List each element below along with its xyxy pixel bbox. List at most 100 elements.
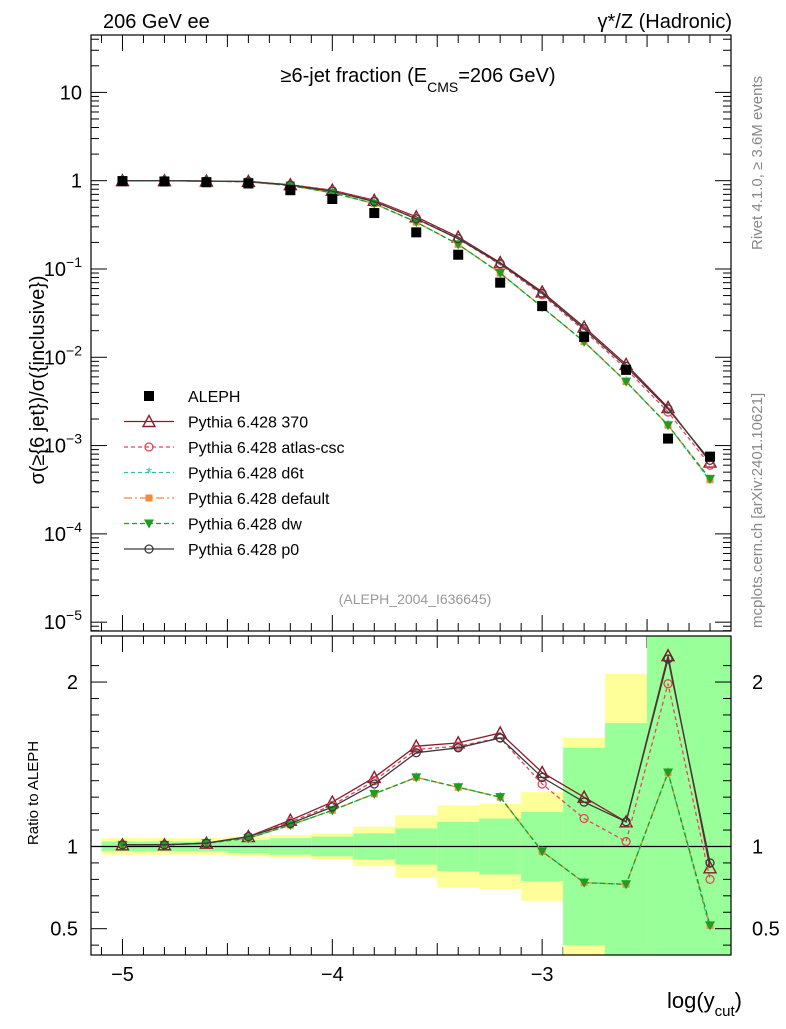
ratio-1-point: [579, 813, 589, 824]
aleph-data-point: [537, 301, 548, 312]
analysis-id-label: (ALEPH_2004_I636645): [339, 591, 492, 607]
y-tick-label-ratio-right: 1: [752, 836, 763, 858]
legend-label: Pythia 6.428 p0: [188, 542, 299, 559]
ratio-5-point: [327, 802, 337, 812]
legend-marker: [144, 442, 154, 452]
aleph-data-point: [705, 451, 716, 462]
aleph-data-point: [327, 194, 338, 205]
ratio-5-point: [159, 840, 170, 850]
series-5-point: [663, 404, 673, 414]
legend-marker: [144, 544, 154, 554]
legend-label: Pythia 6.428 d6t: [188, 466, 304, 483]
legend-marker: [141, 414, 157, 428]
aleph-data-point: [285, 185, 296, 196]
y-tick-label-main: 10−5: [44, 607, 82, 634]
aleph-data-point: [201, 177, 212, 188]
legend-marker: *: [146, 465, 152, 482]
ratio-5-point: [663, 654, 673, 664]
ratio-4-point: [537, 847, 548, 857]
ratio-5-point: [495, 733, 505, 743]
series-5-point: [453, 234, 463, 244]
ratio-0-point: [409, 738, 424, 752]
legend-label: Pythia 6.428 default: [188, 491, 330, 508]
ratio-4-point: [579, 878, 590, 888]
y-tick-label-main: 10−1: [44, 254, 82, 281]
ratio-axes: 0.5 0.5 1 1 2 2 −5 −4 −3: [50, 635, 780, 986]
ratio-5-point: [579, 797, 589, 807]
legend-label: Pythia 6.428 370: [188, 415, 308, 432]
aleph-data-point: [159, 176, 170, 187]
legend-marker: [144, 519, 154, 529]
mcplots-label: mcplots.cern.ch [arXiv:2401.10621]: [749, 393, 766, 628]
main-frame: [90, 34, 732, 632]
ratio-1-point: [621, 836, 631, 847]
ratio-0-point: [618, 814, 634, 828]
ratio-5-point: [411, 748, 421, 758]
y-tick-label-main: 10−3: [44, 431, 82, 458]
rivet-version-label: Rivet 4.1.0, ≥ 3.6M events: [749, 76, 766, 250]
aleph-data-point: [453, 249, 464, 260]
main-reference-layer: [117, 176, 716, 462]
x-axis-title: log(ycut): [667, 988, 742, 1020]
ratio-5-point: [537, 772, 547, 783]
ratio-5-point: [201, 838, 212, 848]
series-5-point: [369, 196, 379, 207]
y-tick-label-main: 10: [60, 82, 82, 104]
legend-marker: [144, 391, 154, 401]
aleph-data-point: [663, 433, 674, 444]
ratio-frame: [90, 635, 732, 956]
ratio-4-point: [495, 793, 506, 803]
series-1-point: [663, 407, 673, 417]
aleph-data-point: [579, 331, 590, 342]
ratio-line-5: [122, 658, 711, 864]
ratio-5-point: [453, 743, 463, 753]
aleph-data-point: [495, 277, 506, 288]
series-4-point: [369, 199, 380, 209]
series-4-point: [621, 377, 632, 387]
y-tick-label-main: 10−2: [44, 342, 82, 369]
ratio-4-point: [369, 789, 380, 799]
legend-label: ALEPH: [188, 389, 240, 406]
ratio-1-point: [705, 874, 715, 885]
ratio-4-point: [621, 880, 632, 890]
series-5-point: [495, 258, 505, 269]
y-tick-label-ratio: 2: [67, 672, 78, 694]
aleph-data-point: [243, 178, 254, 189]
series-line-1: [122, 180, 711, 466]
ratio-1-point: [663, 679, 673, 689]
series-line-5: [122, 180, 711, 461]
ratio-5-point: [285, 818, 295, 829]
y-tick-label-ratio: 1: [67, 836, 78, 858]
legend-marker: [145, 494, 153, 502]
ratio-5-point: [117, 840, 128, 850]
y-tick-label-main: 10−4: [44, 519, 82, 546]
y-tick-label-ratio: 0.5: [50, 919, 78, 941]
x-tick-label: −4: [321, 964, 344, 986]
ratio-5-point: [705, 858, 715, 868]
x-tick-label: −3: [531, 964, 554, 986]
header-left-label: 206 GeV ee: [103, 11, 210, 33]
ratio-uncertainty-bands: [101, 636, 731, 955]
aleph-data-point: [621, 364, 632, 375]
ratio-series-layer: ***************: [115, 648, 718, 938]
y-tick-label-ratio-right: 2: [752, 672, 763, 694]
series-4-point: [705, 474, 716, 484]
ratio-5-point: [369, 779, 379, 789]
series-5-point: [411, 214, 421, 224]
ratio-5-point: [621, 817, 631, 827]
ratio-4-point: [663, 768, 674, 778]
ratio-5-point: [243, 831, 254, 842]
aleph-data-point: [117, 176, 128, 187]
header-right-label: γ*/Z (Hadronic): [598, 11, 732, 33]
y-axis-title-ratio: Ratio to ALEPH: [25, 741, 42, 845]
main-axes: 10 1 10−1 10−2 10−3 10−4 10−5: [44, 34, 732, 955]
legend: ALEPH Pythia 6.428 370 Pythia 6.428 atlas-…: [124, 389, 345, 559]
ratio-1-point: [537, 779, 547, 789]
y-axis-title-main: σ(≥{6 jet})/σ({inclusive}): [27, 275, 49, 484]
series-4-point: [663, 421, 674, 431]
series-5-point: [537, 288, 547, 298]
ratio-0-point: [367, 769, 382, 784]
x-tick-label: −5: [111, 964, 134, 986]
aleph-data-point: [411, 227, 422, 238]
ratio-4-point: [705, 921, 716, 931]
